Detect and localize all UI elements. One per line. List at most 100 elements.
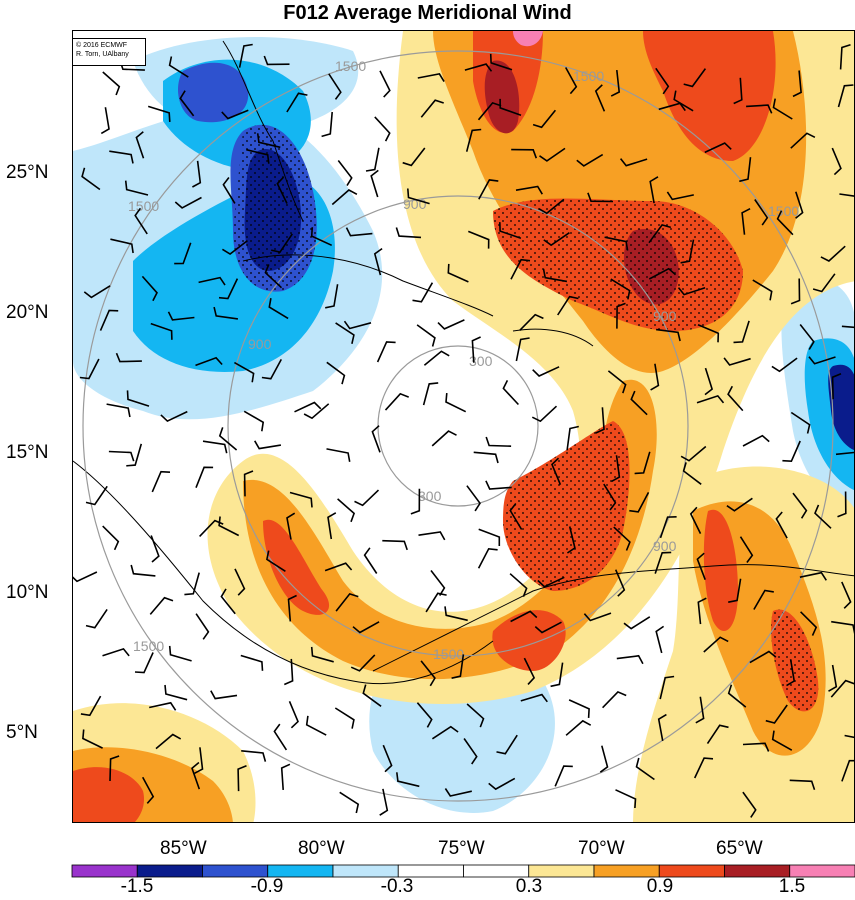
lon-label-75w: 75°W xyxy=(438,838,485,859)
wind-barb xyxy=(287,594,297,622)
wind-barb xyxy=(218,278,239,300)
wind-barb xyxy=(772,98,793,120)
wind-barb xyxy=(659,675,675,700)
wind-barb xyxy=(742,742,770,752)
wind-barb xyxy=(704,142,732,154)
wind-barb xyxy=(218,516,240,537)
ring-label: 1500 xyxy=(128,198,159,214)
wind-barb xyxy=(81,167,101,191)
wind-barb xyxy=(534,621,562,634)
wind-barb xyxy=(602,690,627,709)
wind-barb xyxy=(384,392,409,411)
wind-barb xyxy=(790,411,811,434)
wind-barb xyxy=(234,568,246,596)
wind-barb xyxy=(431,725,459,740)
wind-barb xyxy=(771,730,793,751)
wind-barb xyxy=(195,466,214,488)
wind-barb xyxy=(477,547,498,569)
wind-barb xyxy=(680,239,695,264)
wind-map: 300 300 900 900 900 900 1500 1500 1500 1… xyxy=(73,31,854,822)
florida-coast xyxy=(222,40,304,222)
wind-barb xyxy=(566,526,576,554)
wind-barb xyxy=(337,498,356,523)
wind-barb xyxy=(167,311,195,321)
wind-barb xyxy=(149,701,177,711)
wind-barb xyxy=(108,450,135,462)
wind-barb xyxy=(463,738,478,765)
wind-barb xyxy=(422,382,439,406)
wind-barb xyxy=(648,223,672,244)
wind-barb xyxy=(102,647,130,657)
wind-barb xyxy=(680,445,707,462)
wind-barb xyxy=(237,764,247,792)
wind-barb xyxy=(828,664,838,692)
wind-barb xyxy=(510,258,531,280)
wind-barb xyxy=(839,43,851,70)
wind-barb xyxy=(808,356,836,365)
colorbar-label: -0.3 xyxy=(380,876,414,897)
wind-barb xyxy=(477,101,502,121)
wind-barb xyxy=(425,592,447,613)
wind-barb xyxy=(468,230,490,249)
wind-barb xyxy=(496,734,518,755)
wind-barb xyxy=(326,448,351,462)
neg-strong-area-north xyxy=(178,62,249,123)
wind-barb xyxy=(659,516,677,539)
wind-barb xyxy=(800,611,818,636)
wind-barb xyxy=(151,470,171,493)
wind-barb xyxy=(102,71,121,96)
wind-barb xyxy=(194,747,204,775)
wind-barb xyxy=(841,759,854,782)
wind-barb xyxy=(565,719,592,736)
ring-label: 900 xyxy=(653,538,677,554)
stipple-north xyxy=(493,198,743,331)
wind-barb xyxy=(775,511,788,539)
wind-barb xyxy=(195,613,210,640)
wind-barb xyxy=(126,390,150,407)
wind-barb xyxy=(499,98,522,116)
wind-barb xyxy=(499,222,522,240)
wind-barb xyxy=(343,320,372,330)
wind-barb xyxy=(551,457,562,486)
wind-barb xyxy=(382,744,393,773)
wind-barb xyxy=(695,696,705,724)
ring-900 xyxy=(227,195,689,657)
wind-barb xyxy=(792,70,802,98)
wind-barb xyxy=(706,724,729,745)
wind-barb xyxy=(648,267,677,280)
wind-barb xyxy=(168,56,189,78)
wind-barb xyxy=(271,233,293,254)
wind-barb xyxy=(696,552,706,580)
wind-barb xyxy=(234,361,255,383)
wind-barb xyxy=(374,116,391,142)
wind-barb xyxy=(697,597,707,625)
wind-barb xyxy=(303,403,330,420)
wind-barb xyxy=(519,313,544,331)
wind-barb xyxy=(164,684,188,701)
pos-strong-area-southwest xyxy=(73,767,145,822)
wind-barb xyxy=(243,410,265,432)
wind-barb xyxy=(727,684,747,708)
wind-barb xyxy=(149,596,174,615)
range-rings xyxy=(82,50,834,802)
wind-barb xyxy=(837,491,847,518)
wind-barb xyxy=(335,322,355,344)
wind-barb xyxy=(594,84,606,112)
ring-1500 xyxy=(82,50,834,802)
wind-barb xyxy=(742,791,757,818)
wind-barb xyxy=(841,325,854,329)
wind-barb xyxy=(326,361,346,385)
wind-barb xyxy=(198,276,226,286)
wind-barb xyxy=(607,370,627,394)
ring-label: 300 xyxy=(418,488,442,504)
lon-label-70w: 70°W xyxy=(578,838,625,859)
wind-barb xyxy=(102,525,120,551)
ring-label: 300 xyxy=(469,353,493,369)
wind-barb xyxy=(444,606,468,622)
wind-barb xyxy=(650,363,660,391)
wind-barb xyxy=(776,210,794,236)
wind-barb xyxy=(820,245,846,262)
wind-barb xyxy=(682,462,702,485)
colorbar-label: 1.5 xyxy=(778,876,806,897)
wind-barb xyxy=(616,654,644,665)
